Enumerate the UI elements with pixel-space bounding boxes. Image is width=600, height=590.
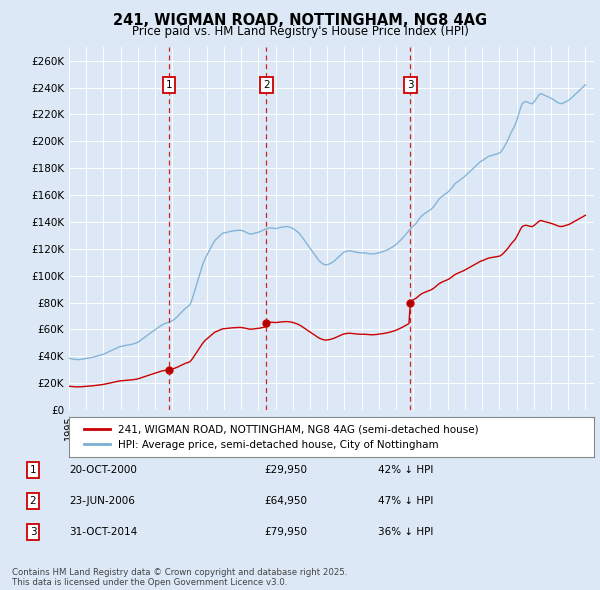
Legend: 241, WIGMAN ROAD, NOTTINGHAM, NG8 4AG (semi-detached house), HPI: Average price,: 241, WIGMAN ROAD, NOTTINGHAM, NG8 4AG (s… xyxy=(79,421,483,454)
Text: 31-OCT-2014: 31-OCT-2014 xyxy=(69,527,137,536)
Text: 1: 1 xyxy=(29,466,37,475)
Text: £64,950: £64,950 xyxy=(264,496,307,506)
Text: Contains HM Land Registry data © Crown copyright and database right 2025.
This d: Contains HM Land Registry data © Crown c… xyxy=(12,568,347,587)
Text: £79,950: £79,950 xyxy=(264,527,307,536)
Text: 241, WIGMAN ROAD, NOTTINGHAM, NG8 4AG: 241, WIGMAN ROAD, NOTTINGHAM, NG8 4AG xyxy=(113,13,487,28)
Text: 36% ↓ HPI: 36% ↓ HPI xyxy=(378,527,433,536)
Text: 1: 1 xyxy=(166,80,172,90)
Text: 42% ↓ HPI: 42% ↓ HPI xyxy=(378,466,433,475)
Text: £29,950: £29,950 xyxy=(264,466,307,475)
Text: 20-OCT-2000: 20-OCT-2000 xyxy=(69,466,137,475)
Text: 23-JUN-2006: 23-JUN-2006 xyxy=(69,496,135,506)
Text: 2: 2 xyxy=(29,496,37,506)
Text: 47% ↓ HPI: 47% ↓ HPI xyxy=(378,496,433,506)
Text: 3: 3 xyxy=(29,527,37,536)
Text: 2: 2 xyxy=(263,80,270,90)
Text: Price paid vs. HM Land Registry's House Price Index (HPI): Price paid vs. HM Land Registry's House … xyxy=(131,25,469,38)
Text: 3: 3 xyxy=(407,80,413,90)
